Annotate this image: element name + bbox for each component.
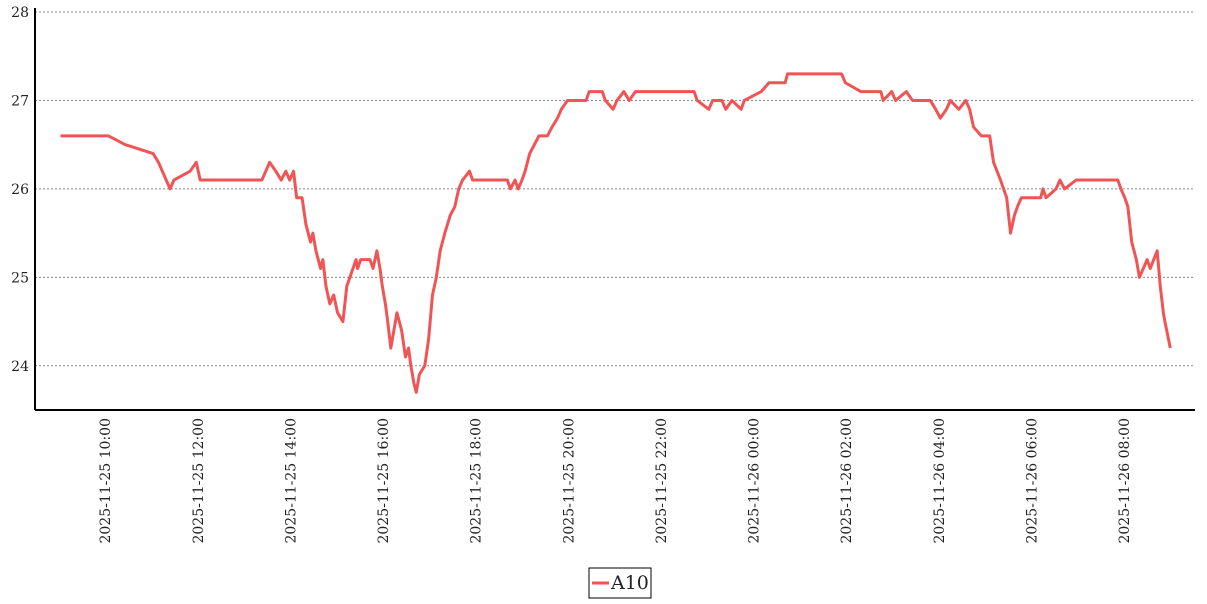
x-tick-label: 2025-11-25 22:00 [654,418,670,544]
x-tick-label: 2025-11-25 20:00 [561,418,577,544]
y-tick-label: 24 [11,359,29,375]
x-tick-label: 2025-11-25 14:00 [283,418,299,544]
legend-label: A10 [610,572,649,594]
y-tick-label: 28 [11,5,29,21]
x-tick-label: 2025-11-26 06:00 [1024,418,1040,544]
x-tick-label: 2025-11-26 08:00 [1117,418,1133,544]
x-tick-label: 2025-11-25 16:00 [376,418,392,544]
legend: A10 [588,567,652,599]
x-tick-label: 2025-11-26 00:00 [747,418,763,544]
y-tick-label: 25 [11,270,29,286]
series-line [60,72,1172,394]
x-tick-label: 2025-11-25 12:00 [191,418,207,544]
x-tick-label: 2025-11-26 04:00 [932,418,948,544]
x-tick-label: 2025-11-26 02:00 [839,418,855,544]
x-tick-label: 2025-11-25 18:00 [469,418,485,544]
y-tick-label: 27 [11,93,29,109]
x-tick-label: 2025-11-25 10:00 [98,418,114,544]
y-tick-label: 26 [11,182,29,198]
